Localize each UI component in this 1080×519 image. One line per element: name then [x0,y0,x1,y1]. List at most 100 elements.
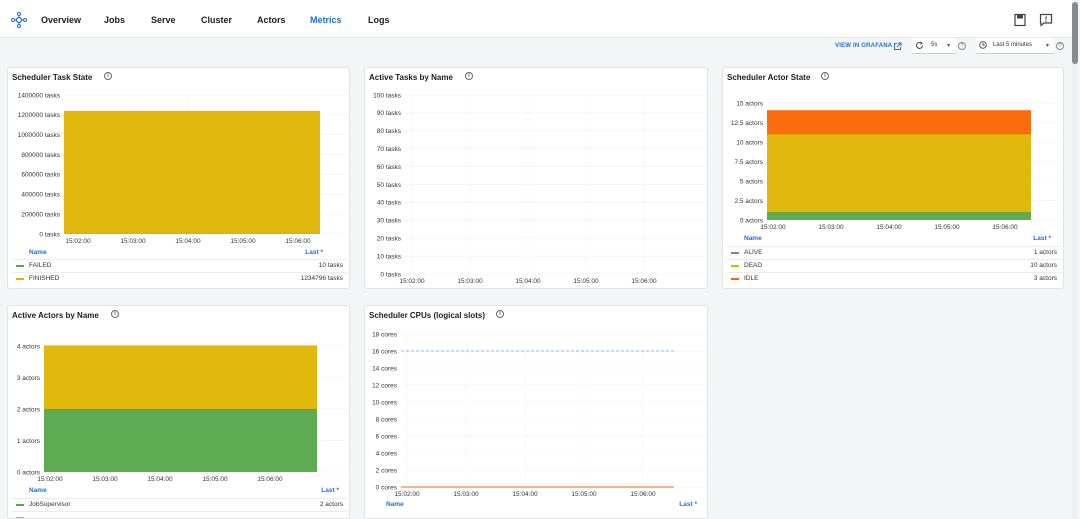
nav-logs[interactable]: Logs [368,15,390,25]
x-tick-label: 15:04:00 [876,224,902,231]
legend-value: 1 actors [1033,249,1057,256]
y-tick-label: 3 actors [17,375,41,382]
y-tick-label: 40 tasks [377,200,402,207]
x-tick-label: 15:02:00 [65,238,91,245]
page-scrollbar[interactable] [1072,0,1078,519]
panel-title: Active Actors by Name [12,311,99,320]
legend-swatch [731,265,739,267]
view-in-grafana-link[interactable]: VIEW IN GRAFANA [835,43,893,49]
docs-icon[interactable] [1013,13,1027,27]
panel-title: Scheduler Actor State [727,73,811,82]
y-tick-label: 70 tasks [377,146,402,153]
chart-scheduler-cpus: 0 cores 2 cores 4 cores 6 cores 8 cores 10 co… [372,331,705,498]
nav-overview[interactable]: Overview [41,15,82,25]
y-tick-label: 0 actors [740,217,764,224]
y-tick-label: 60 tasks [377,164,402,171]
x-tick-label: 15:03:00 [120,238,146,245]
external-link-icon[interactable] [893,42,902,51]
legend-value: 10 tasks [318,262,343,269]
legend-row[interactable]: DEAD 10 actors [727,259,1061,271]
nav-cluster[interactable]: Cluster [201,15,233,25]
y-tick-label: 4 actors [17,343,41,350]
x-tick-label: 15:06:00 [631,278,657,285]
legend-row[interactable] [12,511,347,518]
refresh-help-icon[interactable]: ? [958,42,966,50]
legend-header-last[interactable]: Last * [305,249,323,256]
legend-row[interactable]: JobSupervisor 2 actors [12,498,347,510]
area-series-alive [767,212,1031,220]
x-tick-label: 15:03:00 [453,491,479,498]
x-tick-label: 15:05:00 [202,476,228,483]
y-tick-label: 15 actors [736,100,763,107]
x-tick-label: 15:04:00 [515,278,541,285]
chart-scheduler-actor-state: 0 actors 2.5 actors 5 actors 7.5 actors 10 a… [731,100,1061,231]
x-tick-label: 15:06:00 [257,476,283,483]
legend-row[interactable]: ALIVE 1 actors [727,246,1061,258]
time-range-select[interactable]: Last 5 minutes ▾ [976,38,1054,54]
info-icon[interactable]: i [104,72,112,80]
refresh-select[interactable]: 5s ▾ [912,38,956,54]
x-tick-label: 15:05:00 [573,278,599,285]
info-icon[interactable]: i [111,310,119,318]
feedback-icon[interactable] [1039,13,1053,27]
y-tick-label: 0 cores [376,484,398,491]
panel-active-actors-by-name: Active Actors by Name i 0 actors 1 actors… [7,305,350,519]
scrollbar-thumb[interactable] [1072,2,1078,64]
legend-value: 1234796 tasks [300,275,343,282]
y-tick-label: 800000 tasks [21,152,60,159]
y-tick-label: 1 actors [17,438,41,445]
legend-header-last[interactable]: Last * [321,487,339,494]
legend-row[interactable]: FAILED 10 tasks [12,259,347,271]
y-tick-label: 12 cores [372,382,398,389]
x-tick-label: 15:06:00 [992,224,1018,231]
metrics-toolbar: VIEW IN GRAFANA 5s ▾ ? Last 5 minutes ▾ … [0,38,1072,58]
legend-header-name[interactable]: Name [386,501,404,508]
legend-name: FINISHED [29,275,60,282]
refresh-icon [916,41,923,49]
x-tick-label: 15:05:00 [230,238,256,245]
legend-row[interactable]: FINISHED 1234796 tasks [12,272,347,284]
legend-header-last[interactable]: Last * [679,501,697,508]
clock-icon [979,41,987,49]
y-tick-label: 0 tasks [39,231,60,238]
panel-title: Scheduler CPUs (logical slots) [369,311,486,320]
ray-logo-icon[interactable] [10,11,28,29]
refresh-value: 5s [931,42,938,48]
time-range-value: Last 5 minutes [993,42,1033,48]
nav-serve[interactable]: Serve [151,15,176,25]
y-tick-label: 16 cores [372,348,398,355]
y-tick-label: 12.5 actors [731,120,764,127]
legend-header-name[interactable]: Name [29,487,47,494]
area-series-jobsupervisor [44,409,317,472]
legend-header-last[interactable]: Last * [1033,235,1051,242]
top-nav: Overview Jobs Serve Cluster Actors Metri… [0,0,1072,38]
panel-scheduler-cpus: Scheduler CPUs (logical slots) i 0 cores… [364,305,708,519]
info-icon[interactable]: i [821,72,829,80]
area-series-idle [767,110,1031,135]
legend-header-name[interactable]: Name [29,249,47,256]
x-tick-label: 15:04:00 [512,491,538,498]
legend-value: 10 actors [1030,262,1057,269]
y-tick-label: 7.5 actors [734,159,763,166]
time-range-help-icon[interactable]: ? [1056,42,1064,50]
nav-jobs[interactable]: Jobs [104,15,126,25]
y-tick-label: 2 actors [17,406,41,413]
nav-metrics[interactable]: Metrics [310,15,342,25]
y-tick-label: 400000 tasks [21,192,60,199]
y-tick-label: 8 cores [376,416,398,423]
x-tick-label: 15:05:00 [571,491,597,498]
legend-header-name[interactable]: Name [744,235,762,242]
info-icon[interactable]: i [465,72,473,80]
y-tick-label: 100 tasks [373,92,402,99]
legend-swatch [16,517,24,518]
info-icon[interactable]: i [496,310,504,318]
y-tick-label: 2.5 actors [734,198,763,205]
y-tick-label: 30 tasks [377,218,402,225]
y-tick-label: 6 cores [376,433,398,440]
legend-name: ALIVE [744,249,763,256]
x-tick-label: 15:03:00 [457,278,483,285]
panel-scheduler-actor-state: Scheduler Actor State i 0 actors 2.5 acto… [722,67,1064,289]
legend-swatch [16,504,24,506]
legend-row[interactable]: IDLE 3 actors [727,272,1061,284]
nav-actors[interactable]: Actors [257,15,286,25]
